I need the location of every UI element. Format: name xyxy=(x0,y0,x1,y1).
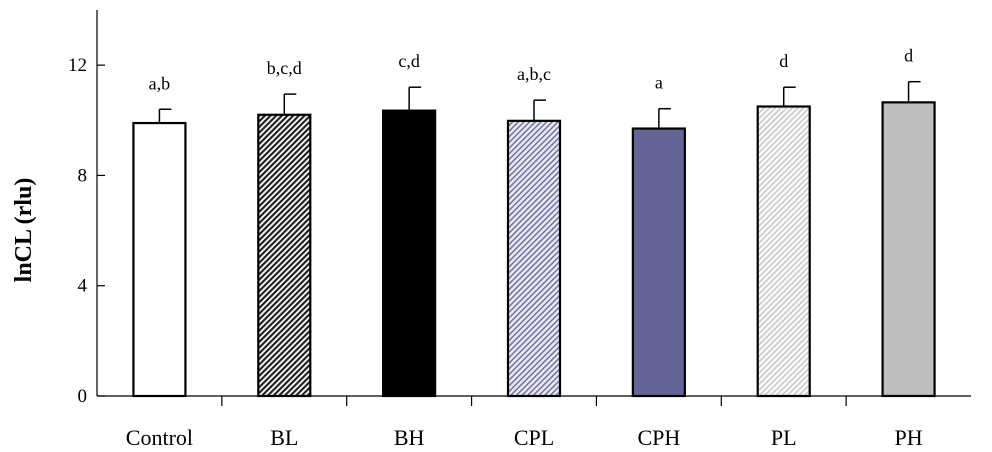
y-axis-label: lnCL (rlu) xyxy=(11,178,37,283)
x-category-label: Control xyxy=(126,425,193,450)
significance-label: a xyxy=(655,73,663,93)
x-category-label: CPL xyxy=(514,425,554,450)
bar-bh xyxy=(382,109,437,398)
y-tick-label: 12 xyxy=(68,55,87,76)
y-tick-label: 4 xyxy=(78,276,88,297)
significance-label: a,b,c xyxy=(517,64,551,84)
significance-label: c,d xyxy=(398,51,420,71)
y-tick-label: 8 xyxy=(78,165,88,186)
significance-label: b,c,d xyxy=(267,58,302,78)
significance-label: a,b xyxy=(149,73,171,93)
x-category-label: BL xyxy=(270,425,298,450)
bar-cph xyxy=(631,127,686,398)
x-category-label: PL xyxy=(771,425,797,450)
bar-ph xyxy=(881,101,936,398)
significance-label: d xyxy=(904,46,913,66)
bar-control xyxy=(132,121,187,398)
x-category-label: BH xyxy=(394,425,425,450)
bar-cpl xyxy=(506,119,562,398)
y-tick-label: 0 xyxy=(78,386,88,407)
x-category-label: CPH xyxy=(637,425,680,450)
plot-area: 0 4 8 12 a,b Control b,c,d BL c,d BH a,b,c CPL a CPH d… xyxy=(68,10,971,450)
significance-label: d xyxy=(779,51,788,71)
bar-pl xyxy=(756,105,811,398)
x-category-label: PH xyxy=(895,425,923,450)
bar-bl xyxy=(257,113,312,398)
